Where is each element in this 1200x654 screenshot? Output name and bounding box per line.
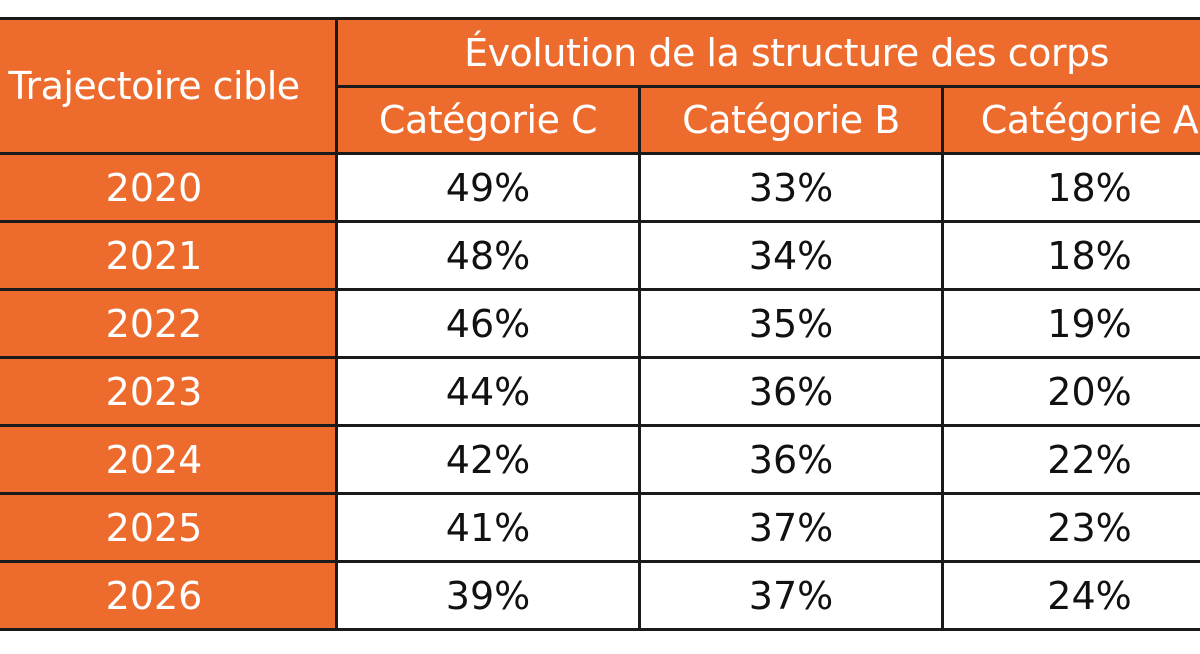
cell-cat-c: 42%	[335, 424, 641, 495]
cell-cat-a: 22%	[941, 424, 1200, 495]
table-row: 2020 49% 33% 18%	[0, 152, 1200, 223]
cell-cat-c: 48%	[335, 220, 641, 291]
header-row-columns: Catégorie C Catégorie B Catégorie A	[0, 85, 1200, 155]
cell-cat-c: 39%	[335, 560, 641, 631]
cell-cat-a: 18%	[941, 152, 1200, 223]
row-header-label: Trajectoire cible	[0, 17, 338, 155]
row-year: 2020	[0, 152, 338, 223]
column-header-cat-c: Catégorie C	[335, 85, 641, 155]
row-year: 2022	[0, 288, 338, 359]
cell-cat-b: 33%	[638, 152, 944, 223]
cell-cat-b: 37%	[638, 560, 944, 631]
cell-cat-b: 37%	[638, 492, 944, 563]
header-row-group: Trajectoire cible Évolution de la struct…	[0, 17, 1200, 155]
cell-cat-c: 46%	[335, 288, 641, 359]
cell-cat-b: 36%	[638, 356, 944, 427]
table-row: 2021 48% 34% 18%	[0, 220, 1200, 291]
cell-cat-b: 35%	[638, 288, 944, 359]
column-header-cat-b: Catégorie B	[638, 85, 944, 155]
row-year: 2024	[0, 424, 338, 495]
cell-cat-b: 34%	[638, 220, 944, 291]
row-year: 2026	[0, 560, 338, 631]
cell-cat-b: 36%	[638, 424, 944, 495]
cell-cat-c: 44%	[335, 356, 641, 427]
cell-cat-a: 23%	[941, 492, 1200, 563]
column-header-cat-a: Catégorie A	[941, 85, 1200, 155]
table-row: 2022 46% 35% 19%	[0, 288, 1200, 359]
table-row: 2026 39% 37% 24%	[0, 560, 1200, 631]
cell-cat-a: 20%	[941, 356, 1200, 427]
row-year: 2021	[0, 220, 338, 291]
table-container: Trajectoire cible Évolution de la struct…	[0, 17, 1200, 631]
cell-cat-c: 41%	[335, 492, 641, 563]
row-year: 2025	[0, 492, 338, 563]
group-header: Évolution de la structure des corps	[335, 17, 1200, 88]
table-row: 2025 41% 37% 23%	[0, 492, 1200, 563]
table-row: 2023 44% 36% 20%	[0, 356, 1200, 427]
cell-cat-c: 49%	[335, 152, 641, 223]
data-table: Trajectoire cible Évolution de la struct…	[0, 17, 1200, 631]
table-row: 2024 42% 36% 22%	[0, 424, 1200, 495]
cell-cat-a: 19%	[941, 288, 1200, 359]
cell-cat-a: 24%	[941, 560, 1200, 631]
row-year: 2023	[0, 356, 338, 427]
cell-cat-a: 18%	[941, 220, 1200, 291]
